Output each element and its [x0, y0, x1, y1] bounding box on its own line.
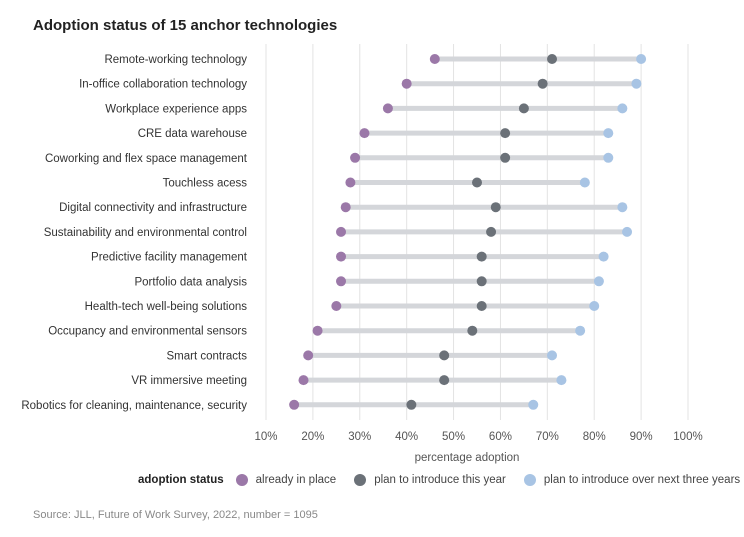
- category-label: Smart contracts: [166, 350, 247, 362]
- data-point: [603, 152, 614, 163]
- category-label: Robotics for cleaning, maintenance, secu…: [21, 400, 247, 412]
- data-point: [439, 350, 450, 361]
- category-label: VR immersive meeting: [131, 375, 247, 387]
- data-point: [598, 251, 609, 262]
- data-point: [350, 152, 361, 163]
- data-point: [579, 177, 590, 188]
- data-point: [490, 202, 501, 213]
- source-note: Source: JLL, Future of Work Survey, 2022…: [33, 509, 318, 521]
- legend-label: plan to introduce over next three years: [543, 474, 741, 486]
- legend-label: already in place: [255, 474, 337, 486]
- category-label: Digital connectivity and infrastructure: [59, 202, 247, 214]
- data-point: [547, 350, 558, 361]
- data-point: [636, 54, 647, 64]
- x-tick-label: 80%: [583, 431, 606, 443]
- data-point: [518, 103, 529, 114]
- data-point: [537, 78, 548, 89]
- data-point: [303, 350, 314, 361]
- data-point: [439, 375, 450, 386]
- data-point: [467, 325, 478, 336]
- data-point: [589, 301, 600, 311]
- category-label: Coworking and flex space management: [45, 153, 248, 165]
- data-point: [336, 226, 347, 237]
- data-point: [406, 399, 417, 410]
- legend-label: plan to introduce this year: [374, 474, 506, 486]
- data-point: [556, 375, 567, 386]
- x-tick-label: 50%: [442, 431, 465, 443]
- category-label: Remote-working technology: [104, 54, 247, 66]
- x-tick-label: 20%: [301, 431, 324, 443]
- data-point: [345, 177, 356, 188]
- legend-swatch: [235, 474, 248, 486]
- data-point: [500, 152, 511, 163]
- category-label: In-office collaboration technology: [79, 79, 247, 91]
- category-label: Portfolio data analysis: [134, 276, 247, 288]
- chart-title: Adoption status of 15 anchor technologie…: [33, 17, 338, 34]
- data-point: [622, 226, 633, 237]
- x-tick-label: 40%: [395, 431, 418, 443]
- data-point: [340, 202, 351, 213]
- category-label: Touchless acess: [163, 178, 248, 190]
- legend-item-already-in-place: already in place: [235, 474, 337, 486]
- category-labels: Remote-working technology In-office colla…: [21, 54, 247, 412]
- legend: adoption status already in place plan to…: [138, 474, 744, 486]
- x-tick-label: 60%: [489, 431, 512, 443]
- data-point: [298, 375, 309, 386]
- data-point: [500, 128, 511, 139]
- legend-swatch: [354, 474, 367, 486]
- data-point: [336, 251, 347, 262]
- category-label: Predictive facility management: [91, 252, 248, 264]
- x-axis-label: percentage adoption: [415, 452, 520, 464]
- category-label: Sustainability and environmental control: [44, 227, 247, 239]
- data-point: [547, 54, 558, 64]
- data-point: [476, 301, 487, 311]
- data-point: [486, 226, 497, 237]
- data-point: [331, 301, 342, 311]
- x-tick-label: 100%: [673, 431, 702, 443]
- data-point: [631, 78, 642, 89]
- legend-item-three-years: plan to introduce over next three years: [523, 474, 741, 486]
- x-tick-label: 90%: [630, 431, 653, 443]
- x-tick-labels: 10% 20% 30% 40% 50% 60% 70% 80% 90% 100%: [254, 431, 702, 443]
- x-tick-label: 10%: [254, 431, 277, 443]
- data-point: [359, 128, 370, 139]
- data-point: [312, 325, 323, 336]
- category-label: Occupancy and environmental sensors: [48, 326, 247, 338]
- data-point: [401, 78, 412, 89]
- data-point: [336, 276, 347, 287]
- data-point: [617, 202, 628, 213]
- legend-item-this-year: plan to introduce this year: [354, 474, 506, 486]
- data-point: [617, 103, 628, 114]
- range-bars: [291, 56, 644, 408]
- data-point: [472, 177, 482, 188]
- data-point: [429, 54, 440, 64]
- category-label: Health-tech well-being solutions: [85, 301, 248, 313]
- x-tick-label: 30%: [348, 431, 371, 443]
- legend-swatch: [523, 474, 536, 486]
- x-tick-label: 70%: [536, 431, 559, 443]
- data-point: [476, 276, 487, 287]
- category-label: Workplace experience apps: [105, 103, 247, 115]
- data-point: [575, 325, 586, 336]
- data-point: [289, 399, 300, 410]
- data-point: [603, 128, 614, 139]
- data-point: [593, 276, 604, 287]
- data-point: [528, 399, 539, 410]
- category-label: CRE data warehouse: [138, 128, 247, 140]
- data-points: [289, 54, 647, 410]
- data-point: [382, 103, 393, 114]
- legend-title: adoption status: [138, 474, 224, 486]
- data-point: [476, 251, 487, 262]
